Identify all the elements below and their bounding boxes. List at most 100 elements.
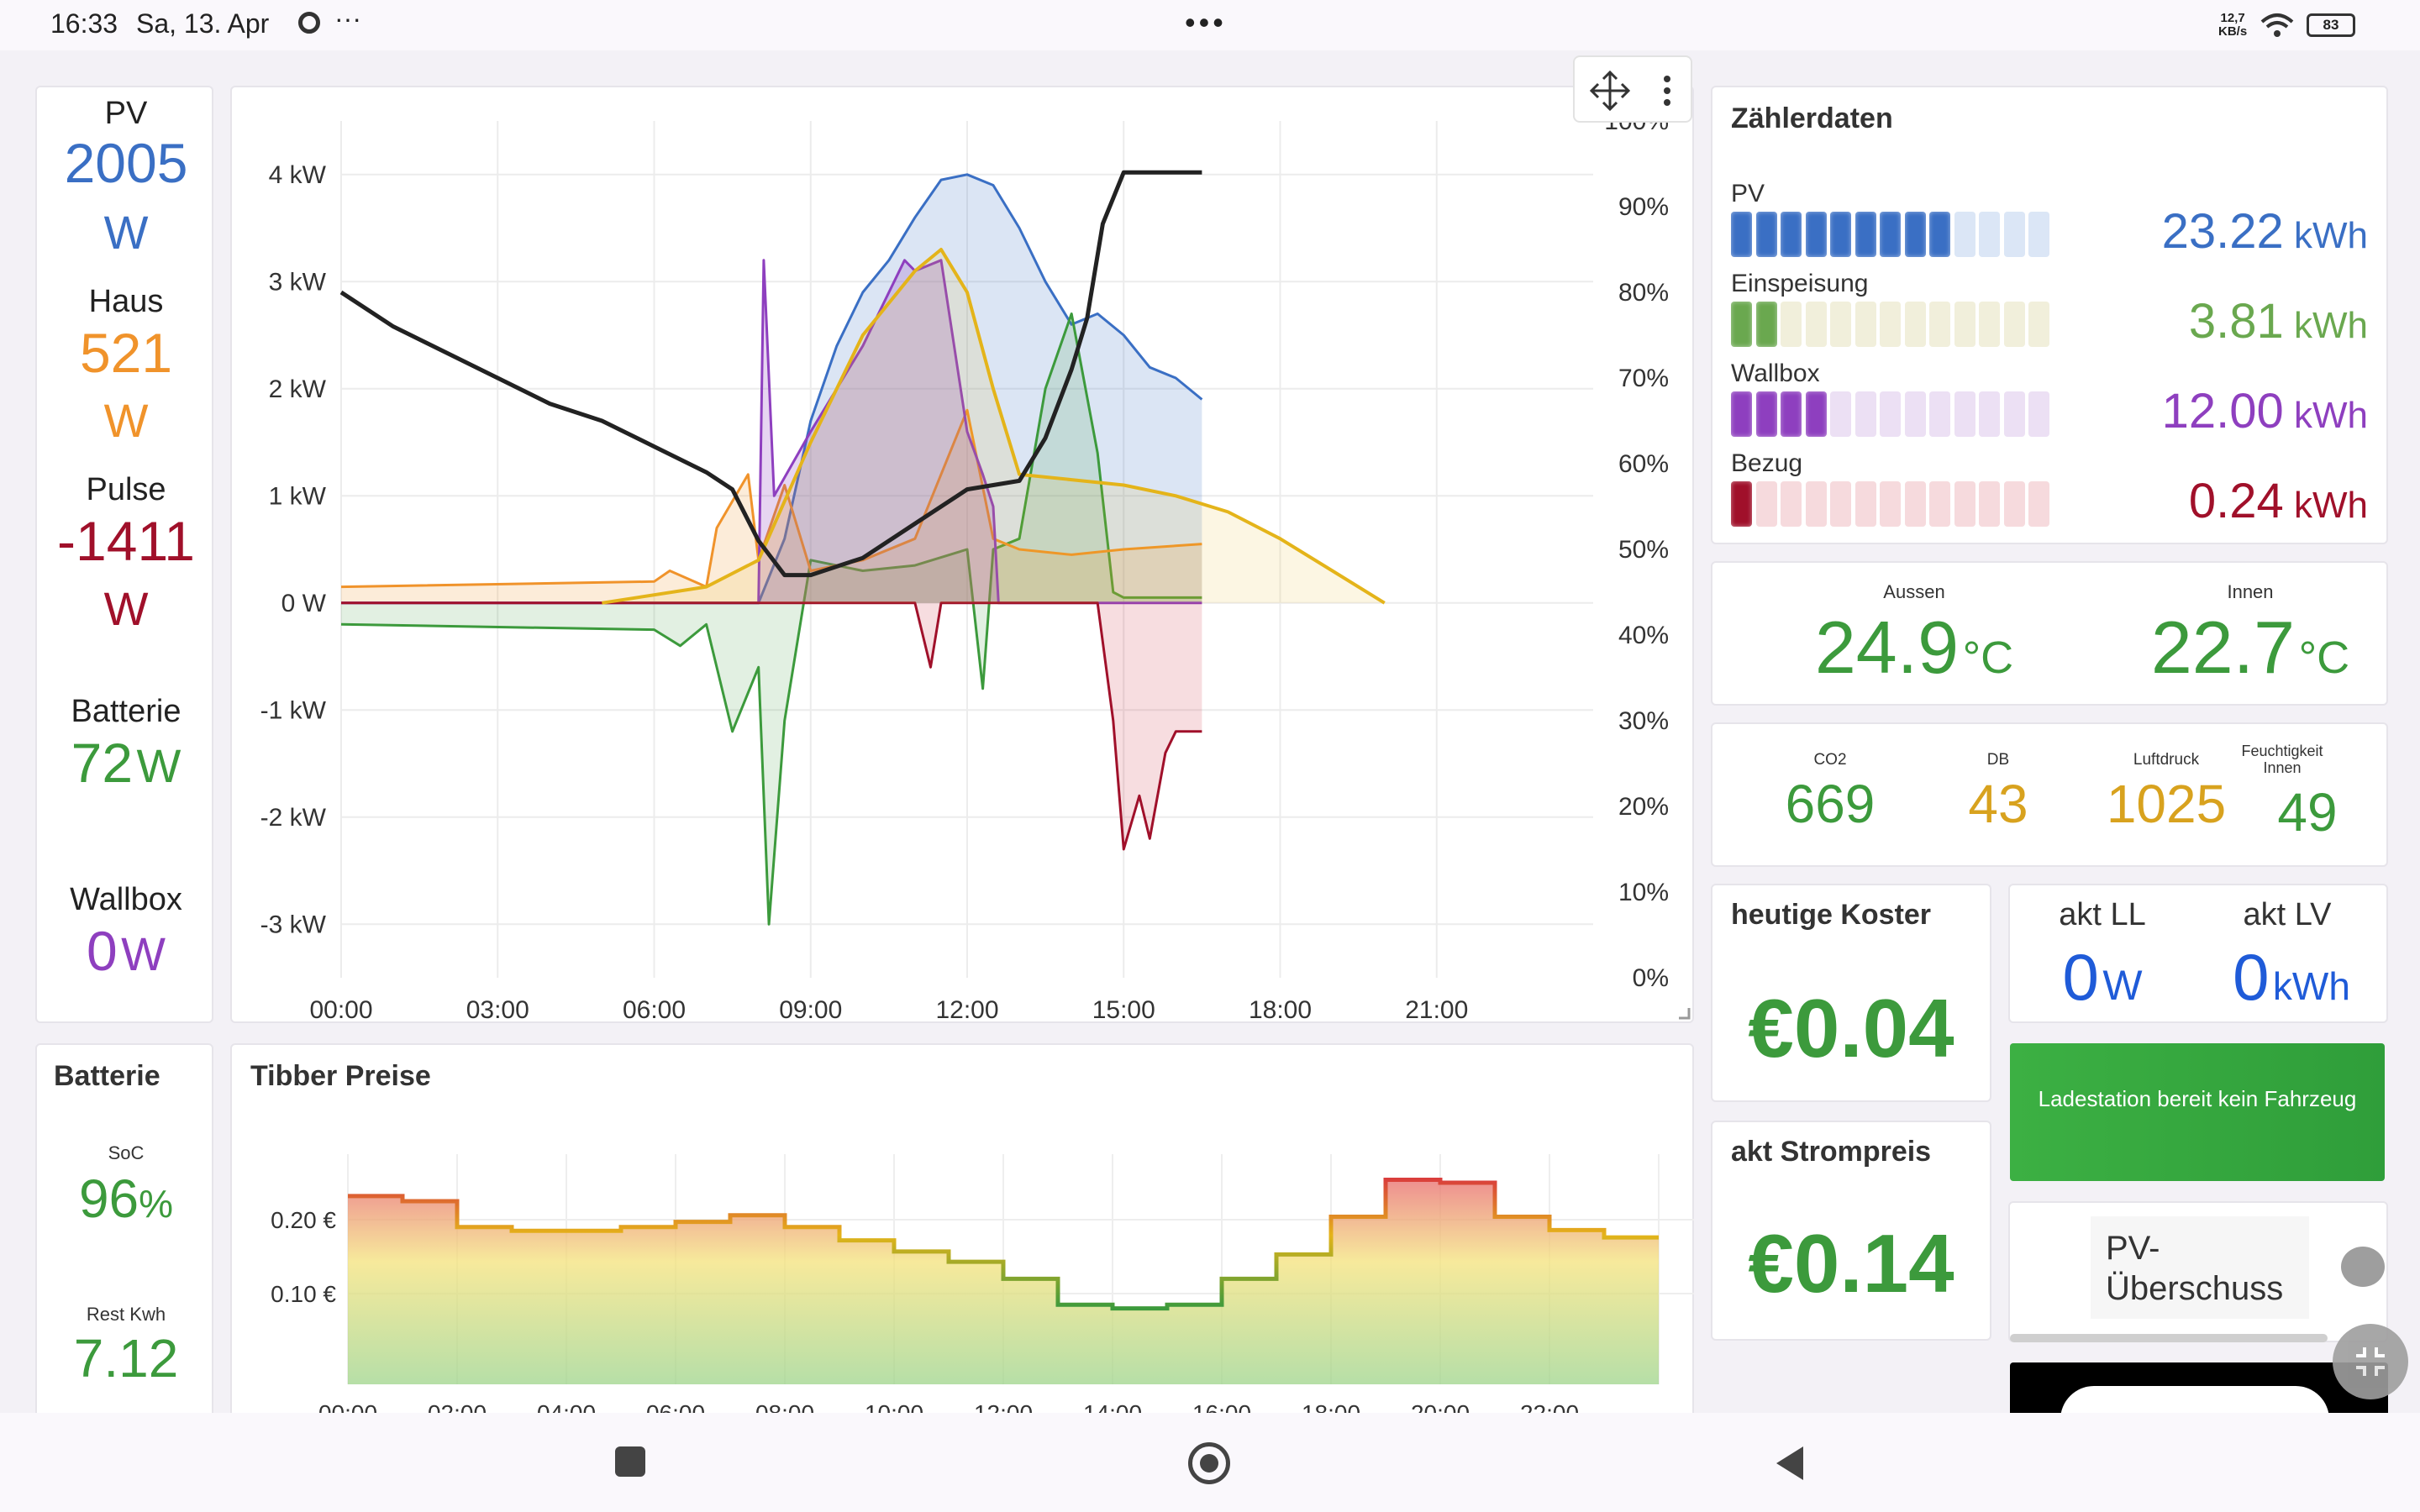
meter-bar-segment xyxy=(1805,302,1827,347)
meter-bar-segment xyxy=(1755,391,1777,437)
meter-bar-segment xyxy=(1954,481,1975,527)
fullscreen-exit-button[interactable] xyxy=(2333,1324,2408,1399)
back-button[interactable] xyxy=(1773,1445,1807,1482)
battery-status-icon: 83 xyxy=(2307,13,2355,37)
meter-bar-segment xyxy=(2003,212,2025,257)
temperature-card: Aussen 24.9 °C Innen 22.7 °C xyxy=(1711,561,2388,706)
multiwindow-dots[interactable]: ••• xyxy=(1185,5,1227,39)
aussen-label: Aussen xyxy=(1883,581,1945,602)
power-chart-card: 00:00 03:00 06:00 09:00 12:00 15:00 18:00 21:00… xyxy=(230,55,1694,1023)
meter-bar-segment xyxy=(1929,212,1950,257)
meter-value-number: 0.24 xyxy=(2188,474,2284,528)
y-right-tick-label: 30% xyxy=(1618,707,1669,735)
pulse-unit: W xyxy=(103,582,149,635)
meter-value-number: 12.00 xyxy=(2161,384,2284,438)
meter-bar-segment xyxy=(1805,391,1827,437)
meter-value-number: 3.81 xyxy=(2188,294,2284,349)
media-pill[interactable] xyxy=(2060,1386,2329,1413)
recents-button[interactable] xyxy=(615,1446,645,1477)
tibber-price-line xyxy=(348,1177,1659,1311)
soc-label: SoC xyxy=(108,1142,145,1163)
batterie-unit: W xyxy=(136,739,182,792)
meter-bar-segment xyxy=(1781,302,1802,347)
x-tick-label: 03:00 xyxy=(466,996,529,1023)
pv-surplus-toggle[interactable] xyxy=(2341,1247,2385,1287)
y-right-tick-label: 80% xyxy=(1618,279,1669,307)
charger-status-button[interactable]: Ladestation bereit kein Fahrzeug xyxy=(2010,1043,2385,1181)
fullscreen-exit-icon xyxy=(2356,1347,2385,1376)
akt-ll-value: 0 xyxy=(2062,940,2099,1014)
meter-bar-segment xyxy=(1904,391,1926,437)
wallbox-area xyxy=(341,260,1202,603)
y-right-tick-label: 60% xyxy=(1618,450,1669,478)
meter-bar-segment xyxy=(1954,302,1975,347)
meter-bar-segment xyxy=(1781,481,1802,527)
meter-bar-segment xyxy=(1805,212,1827,257)
luftdruck-value: 1025 xyxy=(2106,774,2227,834)
date: Sa, 13. Apr xyxy=(136,8,270,39)
move-icon[interactable] xyxy=(1590,71,1630,111)
x-tick-label: 12:00 xyxy=(935,996,998,1023)
y-right-tick-label: 10% xyxy=(1618,879,1669,906)
meter-bar-segment xyxy=(1954,212,1975,257)
meter-bar-segment xyxy=(1880,212,1901,257)
akt-ll-reading: 0 W xyxy=(2018,939,2186,1016)
rest-kwh-label: Rest Kwh xyxy=(86,1304,166,1325)
net-speed-value: 12,7 xyxy=(2220,11,2245,25)
meter-bar-segment xyxy=(1755,212,1777,257)
meter-value-unit: kWh xyxy=(2283,215,2368,256)
meter-bar-segment xyxy=(1929,481,1950,527)
meter-bar-segment xyxy=(1731,391,1752,437)
batterie-reading: 72 W xyxy=(37,731,215,795)
meter-bar-segment xyxy=(1954,391,1975,437)
meter-bar-segment xyxy=(1880,481,1901,527)
meter-row-label: Bezug xyxy=(1731,449,1803,477)
meter-bar-segment xyxy=(1854,481,1876,527)
environment-card: CO2 669 DB 43 Luftdruck 1025 Feuchtigkei… xyxy=(1711,722,2388,867)
wallbox-unit: W xyxy=(121,927,166,980)
feuchtigkeit-value: 49 xyxy=(2277,782,2338,843)
akt-ll-label: akt LL xyxy=(2059,897,2146,932)
meter-bar-segment xyxy=(1830,302,1851,347)
meter-card: Zählerdaten PV 23.22 kWh Einspeisung 3.81 k… xyxy=(1711,86,2388,544)
y-right-tick-label: 70% xyxy=(1618,365,1669,392)
tibber-chart: 0.20 €0.10 €00:0002:0004:0006:0008:0010:… xyxy=(271,1154,1694,1426)
meter-bar-segment xyxy=(2028,212,2049,257)
meter-bar-segment xyxy=(1979,302,2000,347)
soc_line-line xyxy=(339,170,1202,578)
pv-surplus-slider[interactable] xyxy=(2010,1334,2328,1342)
y-right-tick-label: 0% xyxy=(1633,964,1669,992)
meter-bar-segment xyxy=(2028,391,2049,437)
meter-title: Zählerdaten xyxy=(1731,102,1893,134)
navigation-bar xyxy=(0,1413,2420,1512)
pv-label: PV xyxy=(104,96,148,131)
costs-card: heutige Koster €0.04 xyxy=(1711,884,1991,1102)
akt-lv-label: akt LV xyxy=(2243,897,2332,932)
innen-label: Innen xyxy=(2227,581,2274,602)
meter-row-value: 12.00 kWh xyxy=(2162,383,2368,439)
wallbox-value: 0 xyxy=(86,920,118,982)
forecast-line xyxy=(602,248,1386,605)
meter-bar-segment xyxy=(2003,302,2025,347)
meter-bar-segment xyxy=(1781,212,1802,257)
y-left-tick-label: 4 kW xyxy=(269,161,327,189)
pv-line xyxy=(341,173,1203,605)
meter-bar-segment xyxy=(1755,302,1777,347)
strompreis-value: €0.14 xyxy=(1748,1217,1954,1310)
meter-bar-segment xyxy=(1781,391,1802,437)
pv-area xyxy=(341,174,1202,603)
meter-bar-segment xyxy=(1929,302,1950,347)
meter-bar-segment xyxy=(1904,212,1926,257)
resize-handle-icon[interactable] xyxy=(1677,1006,1691,1020)
more-vert-icon[interactable] xyxy=(1659,72,1676,109)
wifi-icon xyxy=(2260,13,2294,37)
meter-bar-segment xyxy=(2003,391,2025,437)
tibber-title: Tibber Preise xyxy=(250,1060,431,1092)
home-button[interactable] xyxy=(1188,1442,1230,1484)
meter-bar-segment xyxy=(1830,212,1851,257)
meter-bar-segment xyxy=(1731,302,1752,347)
akt-lv-value: 0 xyxy=(2233,940,2270,1014)
y-right-tick-label: 20% xyxy=(1618,793,1669,821)
meter-bar-segment xyxy=(1904,302,1926,347)
pulse-value: -1411 xyxy=(57,510,195,572)
